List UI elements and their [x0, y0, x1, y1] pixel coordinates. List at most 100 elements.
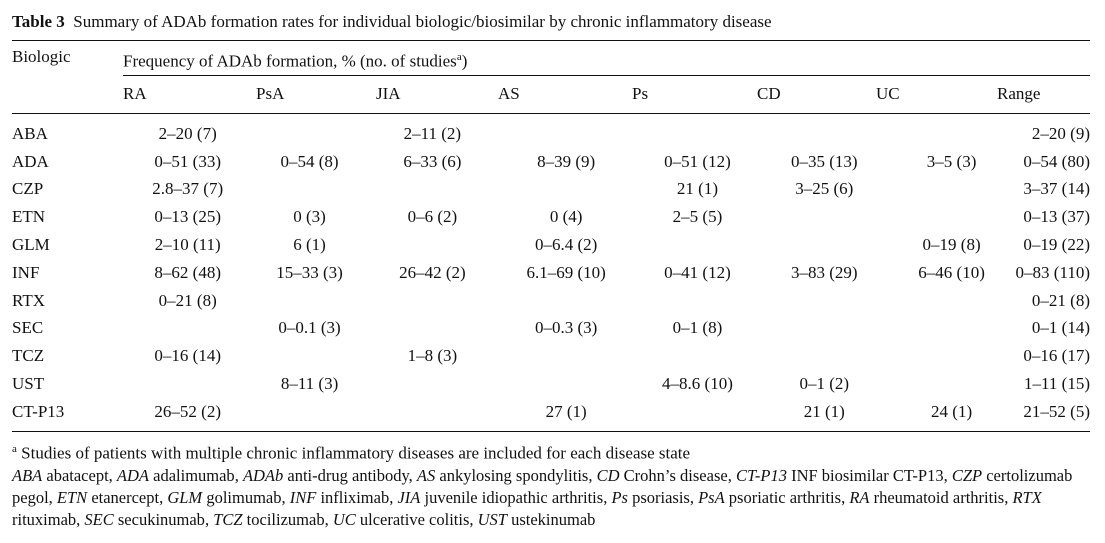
- table-row: RTX 0–21 (8) 0–21 (8): [12, 287, 1090, 315]
- header-bottom-rule: [12, 113, 1090, 114]
- abbreviation-definition: juvenile idiopathic arthritis: [424, 488, 604, 507]
- top-rule: [12, 40, 1090, 41]
- cell-ps: 4–8.6 (10): [662, 374, 733, 394]
- column-header-as: AS: [498, 84, 520, 103]
- cell-psa: 8–11 (3): [280, 374, 339, 394]
- cell-ps: [634, 231, 761, 259]
- cell-jia: 1–8 (3): [407, 346, 458, 366]
- cell-ps: 0–1 (8): [672, 318, 723, 338]
- bottom-rule: [12, 431, 1090, 432]
- column-header-ra: RA: [123, 84, 147, 103]
- cell-ra: 0–16 (14): [154, 346, 221, 366]
- cell-as: 6.1–69 (10): [526, 262, 606, 282]
- cell-uc: [888, 176, 1016, 204]
- table-label: Table 3: [12, 12, 65, 31]
- row-biologic: GLM: [12, 235, 50, 255]
- abbreviation-definition: psoriatic arthritis: [728, 488, 842, 507]
- abbreviation-term: Ps: [611, 488, 628, 507]
- cell-as: 0 (4): [549, 207, 583, 227]
- table-row: ABA 2–20 (7) 2–11 (2) 2–20 (9): [12, 120, 1090, 148]
- cell-psa: 0–0.1 (3): [278, 318, 341, 338]
- cell-jia: [366, 176, 498, 204]
- abbreviation-entry: RA rheumatoid arthritis: [849, 488, 1004, 507]
- abbreviation-definition: infliximab: [320, 488, 390, 507]
- abbreviation-term: JIA: [397, 488, 421, 507]
- cell-jia: [366, 370, 498, 398]
- cell-uc: [888, 287, 1016, 315]
- cell-psa: 6 (1): [293, 235, 326, 255]
- header-group: Frequency of ADAb formation, % (no. of s…: [123, 47, 467, 72]
- cell-psa: [253, 176, 367, 204]
- cell-cd: [761, 315, 888, 343]
- row-biologic: ETN: [12, 207, 46, 227]
- cell-ra: 2–10 (11): [154, 235, 221, 255]
- table-row: ETN 0–13 (25) 0 (3) 0–6 (2) 0 (4) 2–5 (5) 0–13…: [12, 203, 1090, 231]
- cell-ps: [634, 287, 761, 315]
- abbreviation-entry: JIA juvenile idiopathic arthritis: [397, 488, 603, 507]
- abbreviation-definition: psoriasis: [632, 488, 690, 507]
- row-biologic: INF: [12, 262, 40, 282]
- cell-as: 8–39 (9): [537, 151, 596, 171]
- cell-as: [498, 342, 634, 370]
- abbreviation-definition: etanercept: [91, 488, 160, 507]
- table-row: CZP 2.8–37 (7) 21 (1) 3–25 (6) 3–37 (14): [12, 176, 1090, 204]
- cell-psa: [253, 398, 367, 426]
- abbreviation-term: CD: [596, 466, 620, 485]
- cell-uc: [888, 120, 1016, 148]
- cell-psa: [253, 120, 367, 148]
- table-row: INF 8–62 (48) 15–33 (3) 26–42 (2) 6.1–69 (10…: [12, 259, 1090, 287]
- cell-jia: 6–33 (6): [403, 151, 462, 171]
- cell-psa: 15–33 (3): [276, 262, 343, 282]
- cell-uc: [888, 370, 1016, 398]
- abbreviation-entry: ETN etanercept: [57, 488, 159, 507]
- abbreviation-term: PsA: [698, 488, 725, 507]
- cell-ps: 2–5 (5): [672, 207, 723, 227]
- cell-range: 3–37 (14): [1023, 179, 1090, 199]
- cell-uc: [888, 203, 1016, 231]
- abbreviation-term: ETN: [56, 488, 88, 507]
- cell-ps: [634, 120, 761, 148]
- cell-as: [498, 120, 634, 148]
- column-header-uc: UC: [876, 84, 900, 103]
- cell-ra: [123, 315, 253, 343]
- cell-range: 0–13 (37): [1023, 207, 1090, 227]
- abbreviation-definition: rheumatoid arthritis: [873, 488, 1005, 507]
- abbreviation-entry: CT-P13 INF biosimilar CT-P13: [736, 466, 944, 485]
- cell-uc: [888, 342, 1016, 370]
- abbreviation-entry: AS ankylosing spondylitis: [417, 466, 588, 485]
- group-rule: [123, 75, 1090, 76]
- column-header-psa: PsA: [256, 84, 285, 103]
- footnote-marker: a: [12, 443, 17, 455]
- cell-cd: [761, 342, 888, 370]
- abbreviation-term: ADA: [116, 466, 149, 485]
- cell-as: 0–0.3 (3): [534, 318, 598, 338]
- table-row: ADA 0–51 (33) 0–54 (8) 6–33 (6) 8–39 (9) 0–51…: [12, 148, 1090, 176]
- cell-psa: [253, 342, 367, 370]
- abbreviation-term: RA: [849, 488, 870, 507]
- cell-ra: [123, 370, 253, 398]
- table-row: CT-P13 26–52 (2) 27 (1) 21 (1) 24 (1) 21–52 (…: [12, 398, 1090, 426]
- cell-psa: [253, 287, 367, 315]
- abbreviation-definition: abatacept: [46, 466, 109, 485]
- abbreviation-entry: ADA adalimumab: [117, 466, 235, 485]
- cell-range: 21–52 (5): [1023, 401, 1090, 421]
- abbreviation-term: RTX: [1012, 488, 1042, 507]
- cell-range: 0–19 (22): [1023, 235, 1090, 255]
- row-biologic: CZP: [12, 179, 44, 199]
- cell-jia: [366, 315, 498, 343]
- cell-jia: [366, 398, 498, 426]
- cell-ps: [634, 398, 761, 426]
- cell-ra: 26–52 (2): [154, 401, 221, 421]
- cell-ra: 8–62 (48): [154, 262, 221, 282]
- abbreviation-entry: GLM golimumab: [167, 488, 281, 507]
- table-row: UST 8–11 (3) 4–8.6 (10) 0–1 (2) 1–11 (15): [12, 370, 1090, 398]
- cell-range: 0–1 (14): [1031, 318, 1090, 338]
- abbreviation-term: UST: [477, 510, 507, 529]
- abbreviation-entry: ABA abatacept: [12, 466, 109, 485]
- column-header-range: Range: [997, 84, 1041, 103]
- abbreviation-definition: adalimumab: [153, 466, 235, 485]
- cell-range: 0–21 (8): [1031, 290, 1090, 310]
- cell-range: 0–16 (17): [1023, 346, 1090, 366]
- row-biologic: TCZ: [12, 346, 45, 366]
- abbreviation-term: AS: [416, 466, 436, 485]
